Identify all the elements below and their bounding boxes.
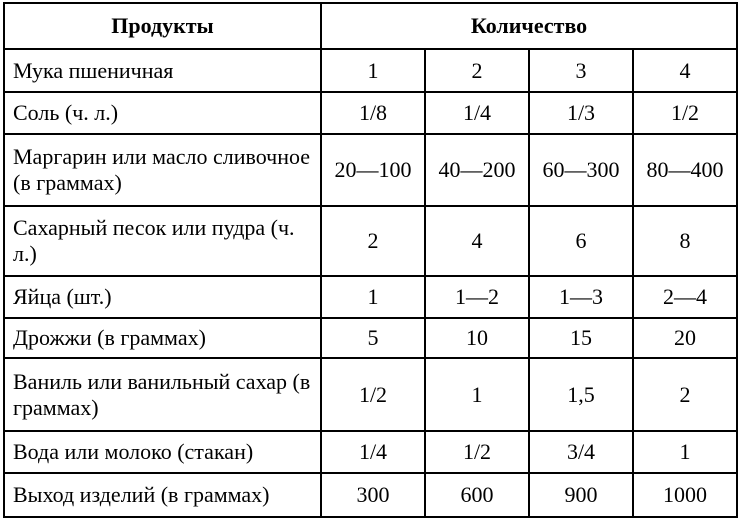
quantity-cell: 2 (631, 357, 738, 432)
quantity-cell: 1 (631, 430, 738, 474)
header-row: Продукты Количество (3, 2, 738, 50)
table-row: Выход изделий (в граммах) 300 600 900 1000 (3, 472, 738, 518)
quantity-cell: 600 (424, 472, 530, 518)
quantity-cell: 1/3 (528, 91, 634, 135)
product-name: Дрожжи (в граммах) (3, 317, 322, 359)
quantity-cell: 1/2 (631, 91, 738, 135)
quantity-cell: 3 (528, 48, 634, 93)
quantity-cell: 3/4 (528, 430, 634, 474)
quantity-cell: 2 (320, 205, 426, 277)
product-name: Маргарин или масло сливочное (в граммах) (3, 133, 322, 207)
quantity-cell: 1 (320, 275, 426, 319)
quantity-cell: 20 (631, 317, 738, 359)
quantity-cell: 2—4 (631, 275, 738, 319)
quantity-cell: 1/8 (320, 91, 426, 135)
quantity-cell: 1—3 (528, 275, 634, 319)
quantity-cell: 300 (320, 472, 426, 518)
quantity-cell: 4 (631, 48, 738, 93)
quantity-cell: 1—2 (424, 275, 530, 319)
header-products: Продукты (3, 2, 322, 50)
quantity-cell: 8 (631, 205, 738, 277)
quantity-cell: 1/2 (320, 357, 426, 432)
quantity-cell: 1 (320, 48, 426, 93)
quantity-cell: 1000 (631, 472, 738, 518)
product-name: Мука пшеничная (3, 48, 322, 93)
quantity-cell: 2 (424, 48, 530, 93)
quantity-cell: 900 (528, 472, 634, 518)
table-row: Яйца (шт.) 1 1—2 1—3 2—4 (3, 275, 738, 319)
product-name: Яйца (шт.) (3, 275, 322, 319)
quantity-cell: 60—300 (528, 133, 634, 207)
quantity-cell: 1/4 (320, 430, 426, 474)
quantity-cell: 1,5 (528, 357, 634, 432)
product-name: Ваниль или ванильный сахар (в граммах) (3, 357, 322, 432)
quantity-cell: 5 (320, 317, 426, 359)
quantity-cell: 1 (424, 357, 530, 432)
table-row: Соль (ч. л.) 1/8 1/4 1/3 1/2 (3, 91, 738, 135)
product-name: Соль (ч. л.) (3, 91, 322, 135)
table-row: Мука пшеничная 1 2 3 4 (3, 48, 738, 93)
quantity-cell: 20—100 (320, 133, 426, 207)
table-row: Маргарин или масло сливочное (в граммах)… (3, 133, 738, 207)
product-name: Сахарный песок или пудра (ч. л.) (3, 205, 322, 277)
table-row: Сахарный песок или пудра (ч. л.) 2 4 6 8 (3, 205, 738, 277)
quantity-cell: 1/4 (424, 91, 530, 135)
table-row: Вода или молоко (стакан) 1/4 1/2 3/4 1 (3, 430, 738, 474)
quantity-cell: 15 (528, 317, 634, 359)
product-name: Выход изделий (в граммах) (3, 472, 322, 518)
quantity-cell: 4 (424, 205, 530, 277)
header-quantity: Количество (319, 2, 738, 50)
recipe-table: Продукты Количество Мука пшеничная 1 2 3 4 Со… (3, 2, 738, 518)
table-row: Ваниль или ванильный сахар (в граммах) 1/… (3, 357, 738, 432)
quantity-cell: 80—400 (631, 133, 738, 207)
quantity-cell: 10 (424, 317, 530, 359)
table-row: Дрожжи (в граммах) 5 10 15 20 (3, 317, 738, 359)
product-name: Вода или молоко (стакан) (3, 430, 322, 474)
quantity-cell: 6 (528, 205, 634, 277)
quantity-cell: 1/2 (424, 430, 530, 474)
quantity-cell: 40—200 (424, 133, 530, 207)
